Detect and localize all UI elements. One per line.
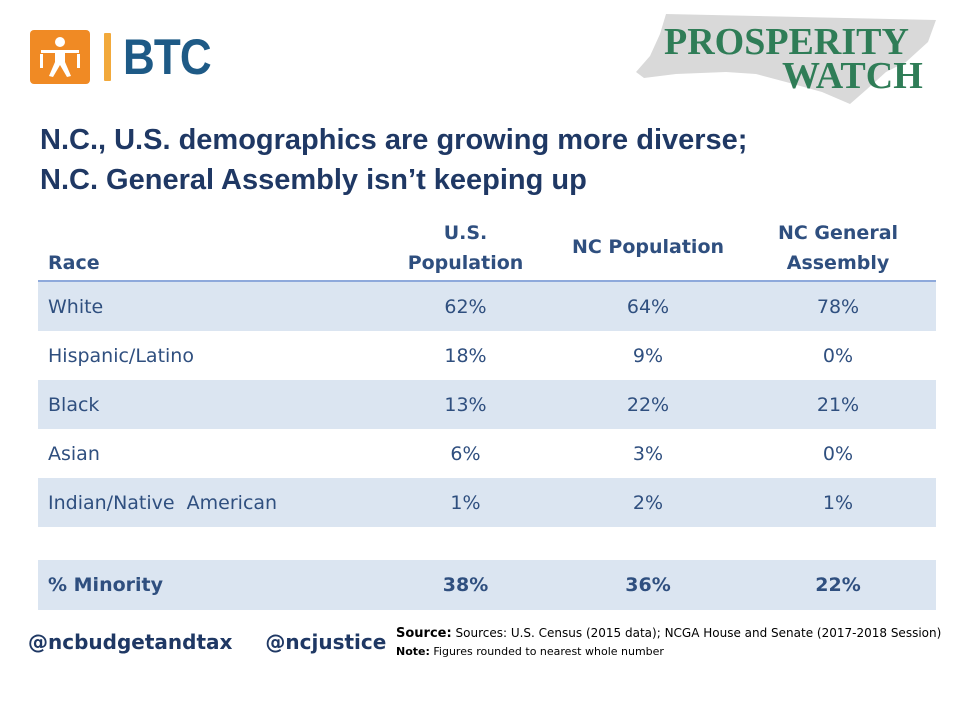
row-label: Asian [48,442,100,465]
cell-nc: 9% [632,344,664,367]
handle-ncjustice: @ncjustice [265,630,387,654]
btc-logo-text: BTC [123,29,212,85]
cell-us: 13% [444,393,487,416]
table-row: Indian/Native American 1% 2% 1% [38,478,936,527]
row-label: Hispanic/Latino [48,344,194,367]
title-line2: N.C. General Assembly isn’t keeping up [40,164,587,196]
header-us-population: U.S. Population [398,218,533,278]
cell-ga: 22% [815,574,861,596]
cell-nc: 22% [626,393,670,416]
cell-ga: 0% [822,344,854,367]
cell-nc: 2% [632,491,664,514]
row-label: White [48,295,104,318]
row-label: Indian/Native American [48,491,278,514]
note-text: Figures rounded to nearest whole number [429,645,664,658]
social-handles: @ncbudgetandtax @ncjustice [28,630,412,654]
prosperity-watch-logo: PROSPERITY WATCH [636,12,936,104]
person-icon [30,30,90,84]
header-us-line1: U.S. [443,222,488,244]
row-label: % Minority [48,574,164,596]
header-us-line2: Population [407,252,524,274]
title-line1: N.C., U.S. demographics are growing more… [40,124,748,156]
cell-nc: 64% [626,295,670,318]
page-title: N.C., U.S. demographics are growing more… [40,120,920,200]
btc-logo: BTC [30,30,223,84]
cell-us: 6% [450,442,481,465]
source-note: Source: Sources: U.S. Census (2015 data)… [396,624,941,661]
north-carolina-shape-icon [636,14,936,104]
note-label: Note: [396,645,430,658]
handle-ncbudgetandtax: @ncbudgetandtax [28,630,233,654]
cell-ga: 78% [816,295,860,318]
cell-nc: 36% [625,574,671,596]
table-spacer [38,527,936,560]
demographics-table: Race U.S. Population NC Population NC Ge… [38,212,936,610]
row-label: Black [48,393,100,416]
header-nc-population: NC Population [571,236,725,258]
header-nc-general-assembly: NC General Assembly [758,218,918,278]
prosperity-watch-line1: PROSPERITY [664,21,909,63]
cell-us: 38% [442,574,489,596]
cell-ga: 0% [822,442,854,465]
table-row: Asian 6% 3% 0% [38,429,936,478]
cell-us: 1% [450,491,481,514]
header-ga-line2: Assembly [786,252,890,274]
source-label: Source: [396,626,452,641]
header-race: Race [48,252,100,274]
table-row: Black 13% 22% 21% [38,380,936,429]
table-row: White 62% 64% 78% [38,282,936,331]
prosperity-watch-line2: WATCH [782,55,923,97]
header-ga-line1: NC General [777,222,899,244]
table-row-total: % Minority 38% 36% 22% [38,560,936,610]
cell-us: 18% [444,344,487,367]
table-header: Race U.S. Population NC Population NC Ge… [38,212,936,282]
table-row: Hispanic/Latino 18% 9% 0% [38,331,936,380]
cell-nc: 3% [632,442,664,465]
logo-divider [104,33,111,81]
cell-ga: 1% [822,491,854,514]
cell-us: 62% [444,295,487,318]
cell-ga: 21% [816,393,860,416]
source-text: Sources: U.S. Census (2015 data); NCGA H… [451,626,942,640]
